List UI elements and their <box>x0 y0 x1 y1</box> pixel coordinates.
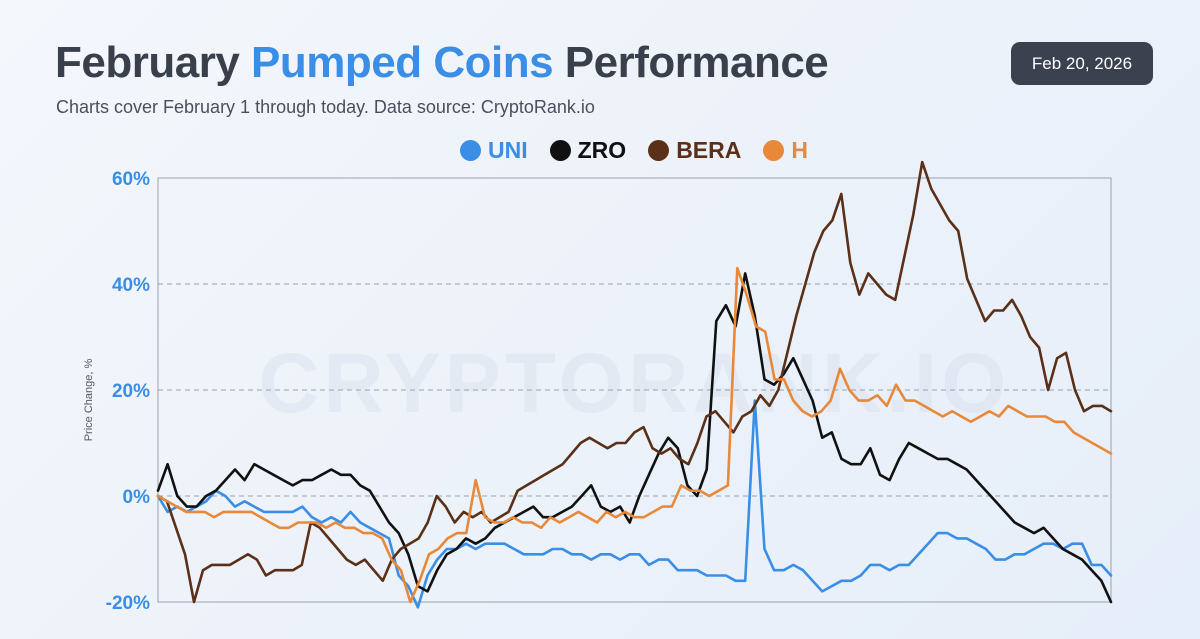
legend-item-h: H <box>763 137 808 164</box>
series-line-zro <box>156 272 1113 604</box>
legend-dot-zro <box>549 140 571 161</box>
date-badge: Feb 20, 2026 <box>1011 42 1153 85</box>
series-line-bera <box>156 160 1113 604</box>
legend-label-zro: ZRO <box>577 137 627 163</box>
title-part2: Performance <box>553 38 829 87</box>
y-tick-label: 20% <box>112 381 150 402</box>
title-part1: February <box>55 38 252 87</box>
page-title: February Pumped Coins Performance <box>55 38 829 88</box>
y-tick-label: 60% <box>112 169 150 190</box>
series-line-h <box>156 266 1113 604</box>
y-axis-title: Price Change, % <box>83 359 95 442</box>
title-accent: Pumped Coins <box>251 38 554 87</box>
legend-label-h: H <box>791 137 808 163</box>
y-tick-label: 0% <box>123 487 151 508</box>
legend-dot-bera <box>648 140 670 161</box>
y-tick-label: 40% <box>112 275 150 296</box>
y-tick-label: -20% <box>106 593 150 614</box>
legend-dot-uni <box>460 140 481 161</box>
legend-label-bera: BERA <box>676 137 742 163</box>
chart-legend: UNI ZRO BERA H <box>460 137 808 164</box>
legend-item-zro: ZRO <box>549 137 627 164</box>
legend-dot-h <box>763 140 785 161</box>
legend-label-uni: UNI <box>488 137 528 163</box>
watermark-text: CRYPTORANK.IO <box>258 336 1010 430</box>
series-line-uni <box>156 399 1113 609</box>
subtitle: Charts cover February 1 through today. D… <box>56 97 595 117</box>
legend-item-uni: UNI <box>460 137 528 164</box>
legend-item-bera: BERA <box>648 137 741 164</box>
